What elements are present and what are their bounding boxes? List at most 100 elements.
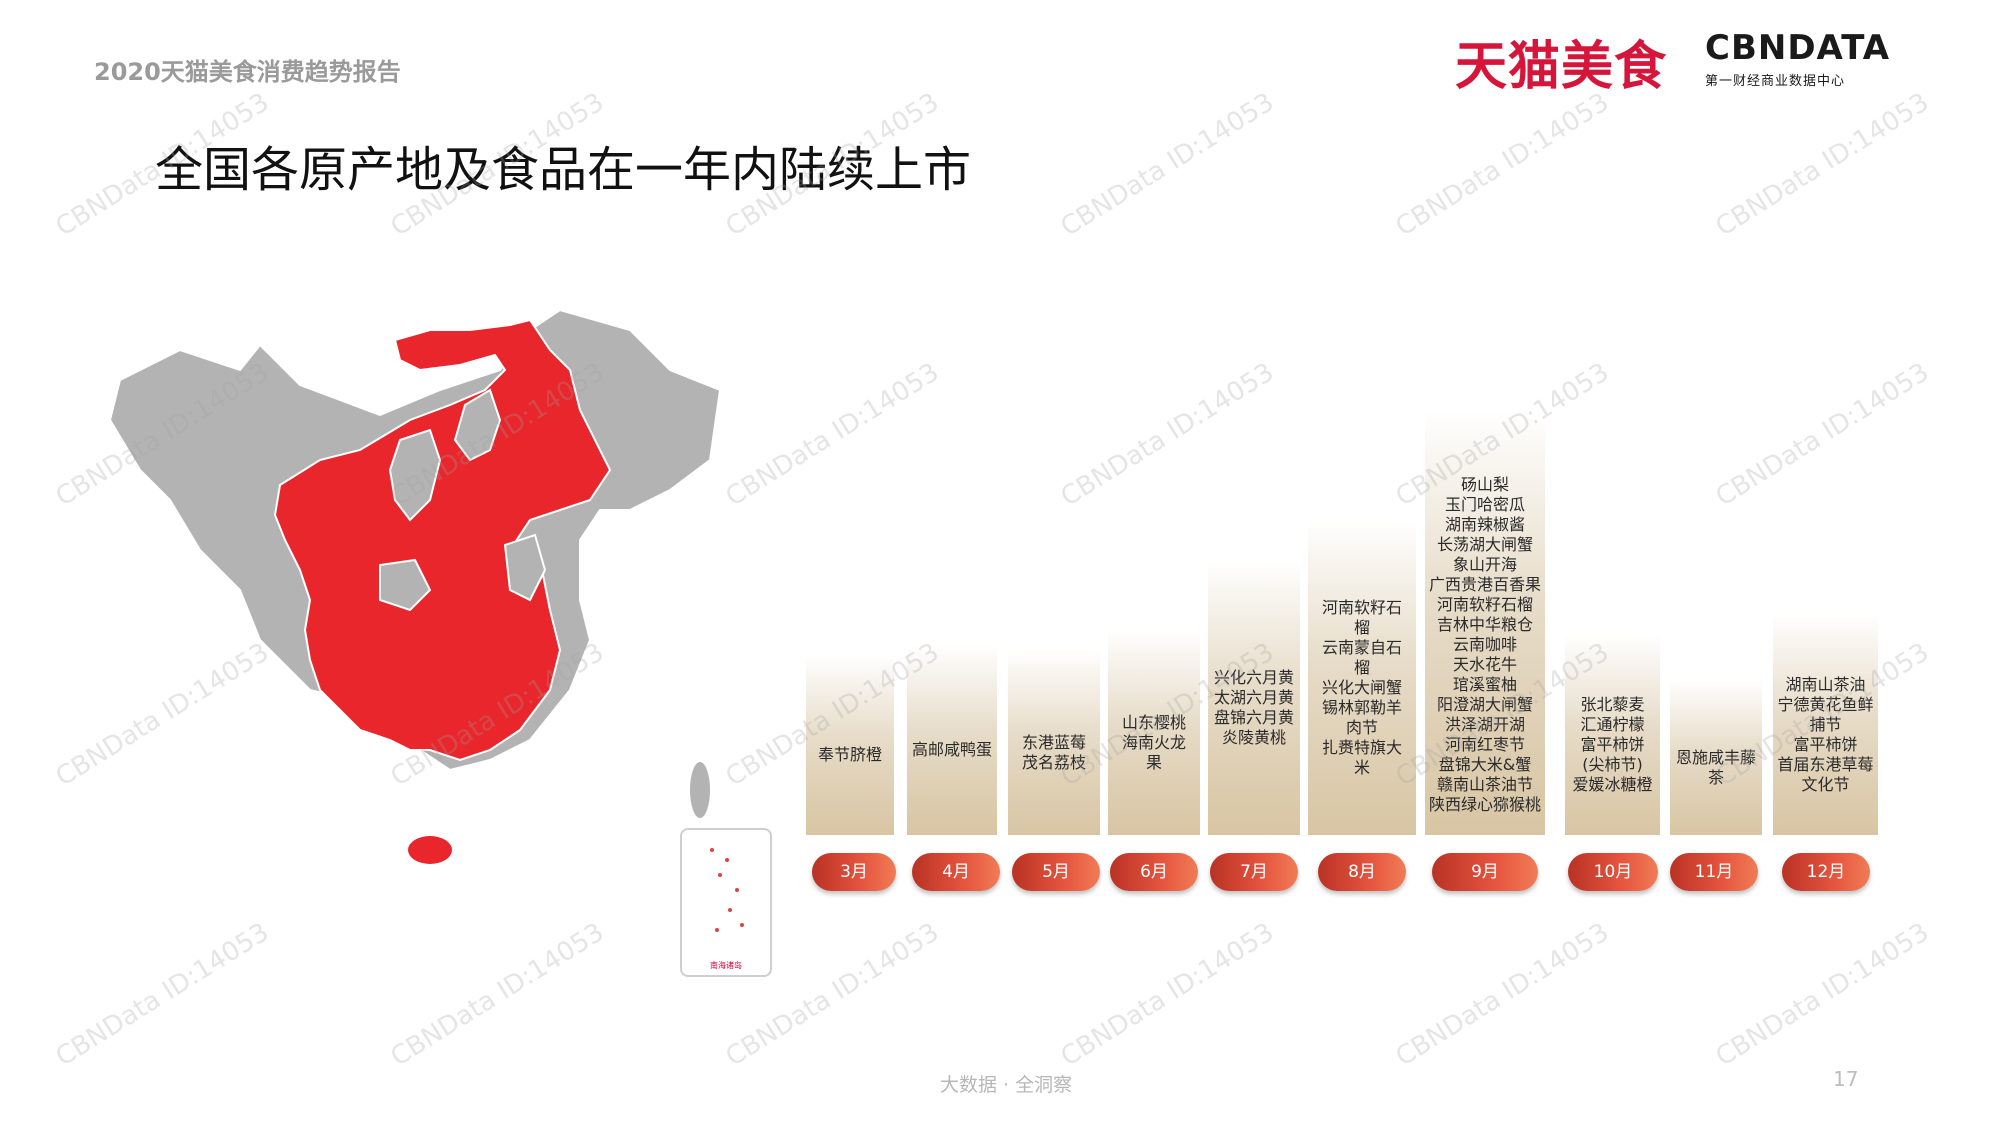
timeline-column: 砀山梨 玉门哈密瓜 湖南辣椒酱 长荡湖大闸蟹 象山开海 广西贵港百香果 河南软籽石榴 吉林中华…	[1425, 410, 1545, 835]
page-number: 17	[1833, 1067, 1859, 1091]
timeline-column: 兴化六月黄 太湖六月黄 盘锦六月黄 炎陵黄桃	[1208, 560, 1300, 835]
timeline-food-item: 扎赉特旗大	[1321, 737, 1402, 757]
watermark: CBNData ID:14053	[1055, 917, 1280, 1073]
china-map-gray-interior	[379, 558, 432, 612]
hainan-island	[408, 836, 452, 864]
timeline-food-item: 文化节	[1801, 775, 1850, 794]
month-pill: 11月	[1670, 853, 1758, 891]
timeline-food-item: 富平柿饼	[1580, 735, 1645, 754]
timeline-food-item: 长荡湖大闸蟹	[1436, 535, 1533, 554]
timeline-food-item: 盘锦六月黄	[1213, 707, 1294, 727]
timeline-food-item: 河南红枣节	[1444, 735, 1525, 754]
timeline-column: 东港蓝莓 茂名荔枝	[1008, 650, 1100, 835]
cbndata-logo: CBNDATA 第一财经商业数据中心	[1705, 28, 1891, 89]
timeline-food-item: 湖南辣椒酱	[1444, 515, 1525, 534]
tmall-food-logo: 天猫美食	[1455, 37, 1668, 97]
timeline-food-list: 东港蓝莓 茂名荔枝	[1008, 733, 1100, 773]
china-map-highlight	[273, 318, 612, 762]
timeline-bar	[1565, 635, 1660, 835]
timeline-food-item: 砀山梨	[1460, 475, 1509, 494]
watermark: CBNData ID:14053	[1055, 87, 1280, 243]
timeline-food-item: 盘锦大米&蟹	[1438, 755, 1532, 774]
timeline-column: 湖南山茶油 宁德黄花鱼鲜 捕节 富平柿饼 首届东港草莓 文化节	[1773, 615, 1878, 835]
timeline-food-item: 玉门哈密瓜	[1444, 495, 1525, 514]
timeline-food-item: 象山开海	[1452, 555, 1517, 574]
timeline-food-item: 云南蒙自石	[1321, 637, 1402, 657]
month-pill: 8月	[1318, 853, 1406, 891]
timeline-food-item: 茂名荔枝	[1021, 752, 1086, 772]
timeline-food-item: 榴	[1353, 617, 1370, 637]
timeline-bar	[1425, 410, 1545, 835]
timeline-food-item: 兴化大闸蟹	[1321, 677, 1402, 697]
timeline-food-item: 阳澄湖大闸蟹	[1436, 695, 1533, 714]
timeline-food-item: 高邮咸鸭蛋	[911, 740, 992, 759]
watermark: CBNData ID:14053	[1710, 357, 1935, 513]
china-map-gray-interior	[453, 388, 502, 462]
timeline-bar	[907, 645, 997, 835]
timeline-food-item: 河南软籽石榴	[1436, 595, 1533, 614]
timeline-food-item: 赣南山茶油节	[1436, 775, 1533, 794]
cbndata-logo-subtitle: 第一财经商业数据中心	[1705, 74, 1846, 89]
timeline-column: 恩施咸丰藤茶	[1670, 680, 1762, 835]
timeline-bar	[1008, 650, 1100, 835]
timeline-food-item: 果	[1145, 752, 1162, 772]
timeline-food-list: 张北藜麦 汇通柠檬 富平柿饼 (尖柿节) 爱媛冰糖橙	[1565, 695, 1660, 795]
timeline-column: 奉节脐橙	[806, 655, 894, 835]
month-pill: 7月	[1210, 853, 1298, 891]
month-pill: 5月	[1012, 853, 1100, 891]
watermark: CBNData ID:14053	[1710, 87, 1935, 243]
watermark: CBNData ID:14053	[50, 917, 275, 1073]
cbndata-logo-text: CBNDATA	[1705, 28, 1891, 68]
timeline-food-item: 广西贵港百香果	[1428, 575, 1541, 594]
timeline-column: 高邮咸鸭蛋	[907, 645, 997, 835]
timeline-food-item: 河南软籽石	[1321, 597, 1402, 617]
timeline-food-item: 恩施咸丰藤	[1675, 747, 1756, 767]
taiwan-island	[690, 762, 710, 818]
timeline-bar	[1773, 615, 1878, 835]
timeline-food-item: (尖柿节)	[1582, 755, 1643, 774]
timeline-food-item: 捕节	[1809, 715, 1842, 734]
timeline-food-item: 奉节脐橙	[817, 745, 882, 764]
timeline-food-item: 琯溪蜜柚	[1452, 675, 1517, 694]
timeline-food-list: 兴化六月黄 太湖六月黄 盘锦六月黄 炎陵黄桃	[1208, 668, 1300, 748]
footer-tagline: 大数据 · 全洞察	[940, 1074, 1073, 1096]
timeline-bar	[1308, 520, 1416, 835]
timeline-food-item: 富平柿饼	[1793, 735, 1858, 754]
timeline-food-item: 兴化六月黄	[1213, 667, 1294, 687]
timeline-food-item: 米	[1353, 757, 1370, 777]
timeline-food-item: 陕西绿心猕猴桃	[1428, 795, 1541, 814]
timeline-bar	[1208, 560, 1300, 835]
timeline-food-list: 山东樱桃 海南火龙果	[1108, 713, 1200, 773]
watermark: CBNData ID:14053	[1390, 87, 1615, 243]
timeline-food-item: 云南咖啡	[1452, 635, 1517, 654]
timeline-food-item: 洪泽湖开湖	[1444, 715, 1525, 734]
timeline-food-item: 炎陵黄桃	[1221, 727, 1286, 747]
timeline-food-item: 太湖六月黄	[1213, 687, 1294, 707]
china-map-gray-interior	[503, 533, 547, 602]
watermark: CBNData ID:14053	[1055, 357, 1280, 513]
timeline-food-item: 山东樱桃	[1121, 712, 1186, 732]
timeline-food-item: 爱媛冰糖橙	[1572, 775, 1653, 794]
timeline-food-item: 茶	[1707, 767, 1724, 787]
timeline-column: 张北藜麦 汇通柠檬 富平柿饼 (尖柿节) 爱媛冰糖橙	[1565, 635, 1660, 835]
timeline-food-item: 东港蓝莓	[1021, 732, 1086, 752]
month-pill: 9月	[1432, 853, 1538, 891]
timeline-food-item: 榴	[1353, 657, 1370, 677]
timeline-food-item: 吉林中华粮仓	[1436, 615, 1533, 634]
timeline-food-list: 河南软籽石榴云南蒙自石榴兴化大闸蟹 锡林郭勒羊 肉节 扎赉特旗大米	[1308, 598, 1416, 778]
china-map	[110, 310, 722, 864]
timeline-food-item: 锡林郭勒羊	[1321, 697, 1402, 717]
timeline-bar	[806, 655, 894, 835]
watermark: CBNData ID:14053	[1390, 917, 1615, 1073]
timeline-bar	[1108, 630, 1200, 835]
south-china-sea-inset: 南海诸岛	[680, 828, 772, 977]
timeline-food-list: 奉节脐橙	[806, 745, 894, 765]
timeline-bar	[1670, 680, 1762, 835]
month-pill: 6月	[1110, 853, 1198, 891]
timeline-food-item: 海南火龙	[1121, 732, 1186, 752]
timeline-food-item: 张北藜麦	[1580, 695, 1645, 714]
month-pill: 12月	[1782, 853, 1870, 891]
watermark: CBNData ID:14053	[1710, 917, 1935, 1073]
timeline-food-item: 汇通柠檬	[1580, 715, 1645, 734]
south-china-sea-inset-map	[710, 848, 744, 932]
